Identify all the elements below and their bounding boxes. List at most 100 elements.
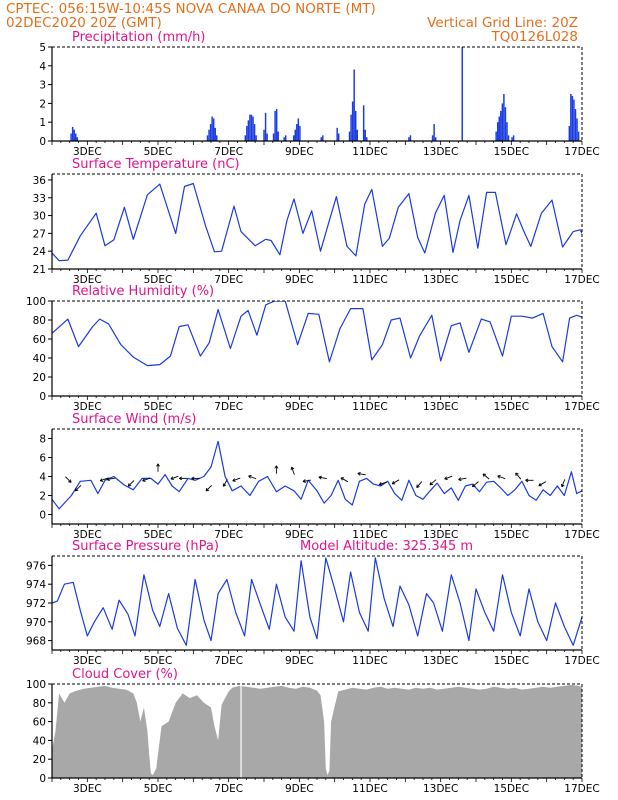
wind-arrow-shaft (170, 475, 179, 480)
wind-arrow-shaft (472, 481, 479, 488)
precip-bar (408, 137, 410, 141)
x-tick-label: 3DEC (73, 529, 102, 541)
wind-arrow-head (429, 481, 432, 485)
wind-arrow (170, 475, 179, 480)
wind-arrow-shaft (106, 477, 115, 481)
wind-arrow-shaft (74, 484, 82, 492)
wind-arrow-head (497, 474, 501, 477)
precip-bar (209, 124, 212, 141)
header-date-line: 02DEC2020 20Z (GMT) (6, 15, 162, 31)
y-tick-label: 80 (33, 698, 46, 710)
precip-bar (283, 137, 285, 141)
series-line (52, 301, 582, 367)
wind-arrow-head (525, 478, 529, 481)
precip-bar (574, 109, 577, 141)
wind-arrow (416, 481, 423, 489)
x-tick-label: 11DEC (352, 274, 387, 286)
panel-title: Surface Pressure (hPa) (72, 539, 219, 554)
wind-arrow-head (205, 487, 208, 492)
wind-arrow (560, 479, 566, 488)
wind-arrow (444, 475, 453, 480)
precip-bar (294, 129, 296, 141)
x-tick-label: 15DEC (494, 783, 529, 795)
panel-title: Cloud Cover (%) (72, 667, 178, 682)
wind-arrow (65, 476, 72, 483)
precip-bar (75, 133, 77, 141)
wind-arrow-head (142, 478, 145, 482)
wind-arrow-head (232, 478, 235, 482)
wind-arrow (156, 463, 160, 472)
wind-arrow (106, 477, 115, 482)
wind-arrow-head (106, 477, 110, 480)
panel-precipitation: Precipitation (mm/h) 0 1 2 3 4 5 3DEC 5DEC 7DEC 9D… (39, 30, 599, 158)
wind-arrow-shaft (458, 477, 467, 481)
wind-arrow-head (471, 483, 474, 487)
x-tick-label: 3DEC (73, 274, 102, 286)
panel-temperature: Surface Temperature (nC) 21 24 27 30 33 36 3DEC… (33, 157, 600, 286)
wind-arrow-shaft (538, 481, 547, 487)
wind-arrow-head (74, 487, 77, 492)
precip-bar (512, 135, 515, 141)
y-tick-label: 21 (33, 264, 46, 276)
x-tick-label: 3DEC (73, 401, 102, 413)
precip-bar (409, 135, 412, 141)
x-tick-label: 5DEC (144, 274, 173, 286)
precip-bar (495, 131, 497, 141)
y-tick-label: 60 (33, 717, 46, 729)
panel-wind: Surface Wind (m/s) 0 2 4 6 8 3DEC 5DEC 7DEC 9DEC 1… (39, 412, 599, 541)
wind-arrow-shaft (429, 479, 437, 486)
x-tick-label: 9DEC (285, 783, 314, 795)
x-tick-label: 11DEC (352, 529, 387, 541)
wind-arrow-head (357, 473, 361, 476)
y-tick-label: 24 (33, 246, 47, 258)
y-tick-label: 3 (39, 80, 46, 92)
precip-bar (511, 137, 513, 141)
wind-arrow-head (444, 476, 447, 480)
precip-bar (350, 114, 352, 141)
y-tick-label: 33 (33, 193, 46, 205)
precip-bar (284, 135, 287, 141)
header-grid-line-note: Vertical Grid Line: 20Z (427, 15, 578, 31)
wind-arrow (99, 477, 108, 482)
y-tick-label: 100 (26, 296, 46, 308)
precip-bar (348, 131, 351, 141)
header-station-line: CPTEC: 056:15W-10:45S NOVA CANAA DO NORT… (6, 1, 376, 17)
precip-bar (264, 112, 267, 141)
wind-arrow-head (68, 481, 72, 483)
panels-group: Precipitation (mm/h) 0 1 2 3 4 5 3DEC 5DEC 7DEC 9D… (26, 30, 600, 795)
precip-bar (461, 47, 463, 141)
wind-arrow-shaft (318, 476, 327, 480)
x-tick-label: 17DEC (564, 783, 599, 795)
x-tick-label: 13DEC (423, 401, 458, 413)
data-layer (52, 684, 582, 778)
wind-arrow-head (170, 476, 174, 480)
precip-bar (70, 133, 72, 141)
wind-arrow (497, 474, 506, 480)
wind-arrow (191, 476, 200, 481)
y-tick-label: 36 (33, 175, 47, 187)
x-tick-label: 13DEC (423, 655, 458, 667)
wind-arrow-head (291, 466, 295, 470)
precip-bar (498, 116, 500, 141)
precip-bar (263, 129, 265, 141)
precip-bar (297, 118, 300, 141)
precip-bar (353, 69, 355, 141)
x-tick-label: 13DEC (423, 274, 458, 286)
wind-arrow-head (378, 482, 382, 485)
y-tick-label: 0 (39, 136, 46, 148)
x-tick-label: 15DEC (494, 146, 529, 158)
wind-arrow (391, 479, 400, 485)
wind-arrow-shaft (391, 479, 400, 485)
precip-bar (252, 116, 254, 141)
wind-arrow-head (391, 480, 395, 485)
x-tick-label: 15DEC (494, 274, 529, 286)
wind-arrow-head (515, 472, 519, 475)
panel-pressure: Surface Pressure (hPa) Model Altitude: 32… (26, 539, 600, 667)
y-tick-label: 0 (39, 773, 46, 785)
wind-arrow-head (482, 473, 487, 475)
panel-title: Relative Humidity (%) (72, 284, 214, 299)
wind-arrow-shaft (142, 477, 151, 482)
wind-arrow (74, 484, 82, 492)
precip-bar (272, 133, 275, 141)
x-tick-label: 5DEC (144, 529, 173, 541)
